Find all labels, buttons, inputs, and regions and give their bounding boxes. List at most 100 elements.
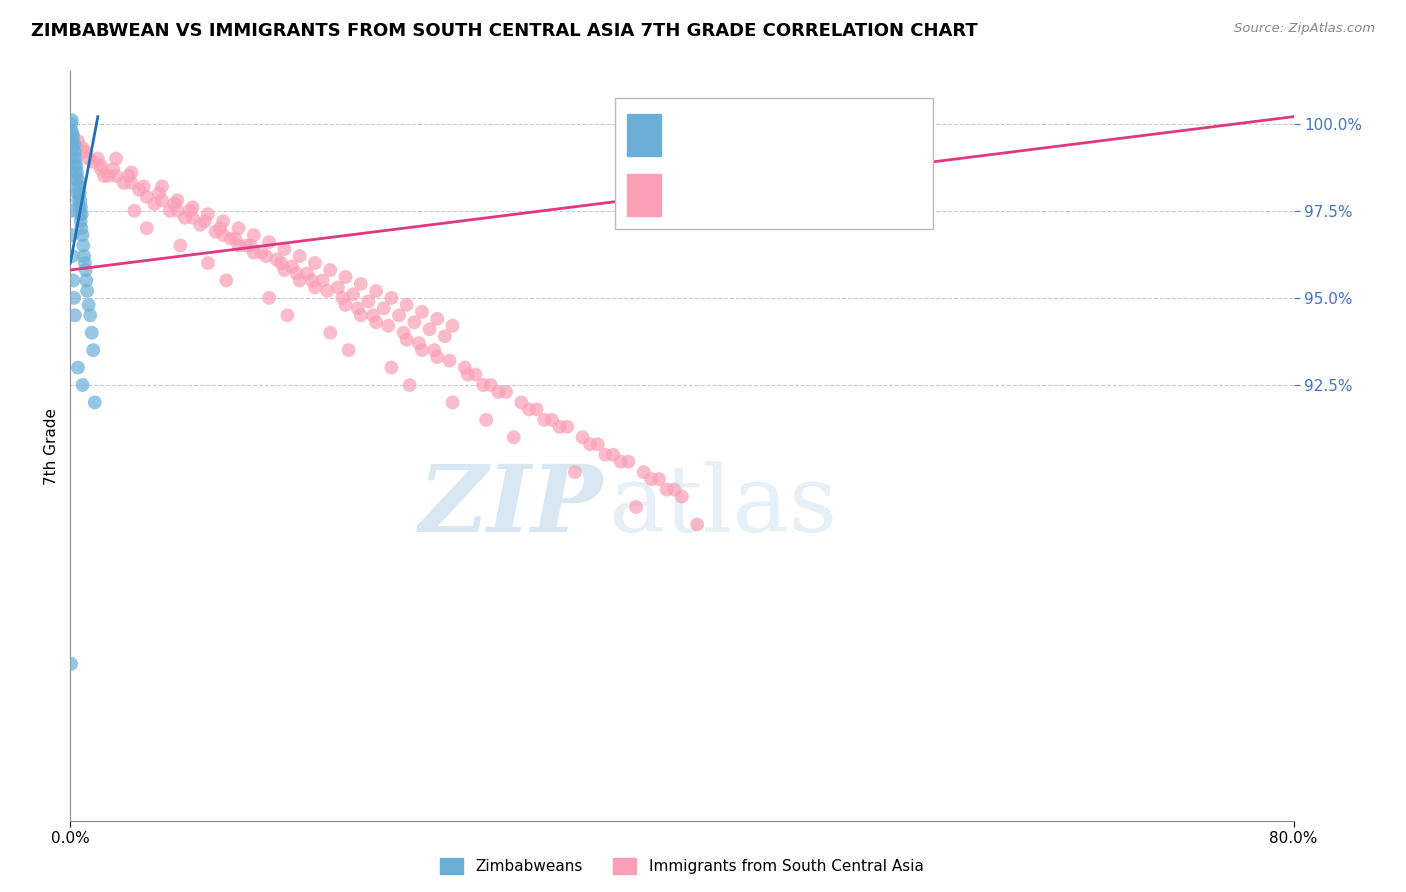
- Text: N =: N =: [796, 126, 839, 145]
- Point: [63, 137, 86, 152]
- Point: [377, 318, 399, 333]
- Point: [380, 291, 402, 305]
- Text: 140: 140: [859, 185, 903, 205]
- Legend: Zimbabweans, Immigrants from South Central Asia: Zimbabweans, Immigrants from South Centr…: [434, 852, 929, 880]
- Point: [63, 308, 86, 322]
- Point: [319, 263, 342, 277]
- Point: [70, 200, 93, 214]
- Point: [332, 291, 354, 305]
- Point: [495, 384, 517, 399]
- Point: [398, 378, 420, 392]
- Point: [228, 221, 250, 235]
- Point: [62, 141, 84, 155]
- Point: [304, 280, 326, 294]
- Point: [63, 291, 86, 305]
- Point: [357, 294, 380, 309]
- Text: R =: R =: [678, 186, 721, 204]
- Point: [288, 273, 311, 287]
- Point: [159, 203, 181, 218]
- Point: [408, 336, 430, 351]
- Point: [285, 267, 308, 281]
- Point: [90, 158, 112, 172]
- Point: [488, 384, 510, 399]
- Point: [62, 127, 84, 141]
- Point: [72, 378, 94, 392]
- Point: [510, 395, 533, 409]
- Point: [60, 117, 83, 131]
- Point: [163, 196, 186, 211]
- Point: [350, 277, 373, 291]
- Point: [124, 203, 146, 218]
- Point: [243, 245, 266, 260]
- Point: [70, 207, 93, 221]
- Point: [181, 211, 204, 225]
- Point: [624, 500, 647, 514]
- Point: [67, 200, 90, 214]
- Point: [517, 402, 540, 417]
- Point: [128, 183, 150, 197]
- Point: [288, 249, 311, 263]
- Point: [63, 158, 86, 172]
- Point: [67, 194, 90, 208]
- Text: atlas: atlas: [609, 461, 838, 551]
- Point: [664, 483, 686, 497]
- Point: [254, 249, 277, 263]
- Point: [602, 448, 624, 462]
- Point: [533, 413, 555, 427]
- Point: [475, 413, 498, 427]
- Text: R =: R =: [678, 126, 721, 145]
- Point: [257, 235, 280, 249]
- Point: [72, 238, 94, 252]
- Point: [548, 420, 571, 434]
- Point: [555, 420, 578, 434]
- Point: [60, 134, 83, 148]
- Point: [66, 179, 89, 194]
- Point: [326, 280, 349, 294]
- Point: [423, 343, 446, 358]
- Point: [82, 155, 104, 169]
- Point: [77, 152, 100, 166]
- Point: [65, 158, 87, 172]
- Point: [62, 273, 84, 287]
- Point: [571, 430, 593, 444]
- Point: [181, 200, 204, 214]
- Point: [316, 284, 339, 298]
- Point: [411, 305, 433, 319]
- Point: [72, 228, 94, 243]
- Point: [209, 221, 232, 235]
- Point: [212, 228, 235, 243]
- Point: [479, 378, 502, 392]
- Point: [273, 242, 295, 256]
- Point: [204, 225, 226, 239]
- Point: [270, 256, 292, 270]
- Point: [105, 152, 128, 166]
- Bar: [627, 114, 661, 155]
- Point: [143, 196, 166, 211]
- Point: [395, 298, 418, 312]
- Point: [62, 152, 84, 166]
- Point: [404, 315, 426, 329]
- Point: [121, 176, 143, 190]
- Point: [311, 273, 333, 287]
- Point: [90, 161, 112, 176]
- Point: [60, 203, 83, 218]
- Point: [166, 194, 188, 208]
- Point: [69, 207, 91, 221]
- Point: [366, 284, 388, 298]
- Point: [65, 172, 87, 186]
- Point: [395, 333, 418, 347]
- Point: [75, 263, 97, 277]
- Point: [72, 141, 94, 155]
- Point: [66, 186, 89, 201]
- Point: [426, 311, 449, 326]
- Point: [60, 123, 83, 137]
- Point: [212, 214, 235, 228]
- Point: [135, 190, 157, 204]
- Point: [276, 308, 298, 322]
- Point: [67, 179, 90, 194]
- Point: [75, 145, 97, 159]
- Point: [273, 263, 295, 277]
- Point: [373, 301, 395, 316]
- Point: [101, 161, 124, 176]
- Point: [60, 228, 83, 243]
